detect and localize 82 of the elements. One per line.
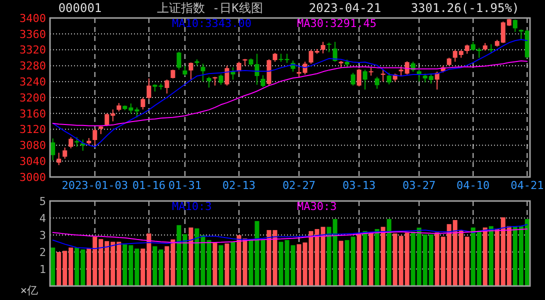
text: 000001 <box>58 1 102 15</box>
bar <box>380 226 386 286</box>
y-tick-label: 4 <box>39 212 46 225</box>
y-tick-label: 3120 <box>20 123 46 136</box>
text: 3301.26(-1.95%) <box>410 1 520 15</box>
candlestick <box>68 136 74 149</box>
y-tick-label: 3320 <box>20 44 46 57</box>
candlestick <box>326 42 332 53</box>
candlestick <box>512 19 518 32</box>
bar <box>230 242 236 286</box>
bar <box>218 245 224 286</box>
bar <box>362 231 368 286</box>
x-tick-label: 04-21 <box>510 179 544 192</box>
text: MA30:3 <box>297 200 337 213</box>
candlestick <box>200 63 206 82</box>
candlestick <box>386 72 392 85</box>
candlestick <box>146 78 152 100</box>
x-tick-label: 03-13 <box>342 179 376 192</box>
bar <box>482 228 488 286</box>
candlestick <box>374 76 380 90</box>
x-tick-label: 02-13 <box>222 179 256 192</box>
candlestick <box>224 65 230 86</box>
text: 2023-04-21 <box>308 1 382 15</box>
bar <box>224 244 230 286</box>
bar <box>356 234 362 286</box>
y-tick-label: 3160 <box>20 107 46 120</box>
candlestick <box>218 74 224 86</box>
candlestick <box>206 76 212 88</box>
bar <box>488 226 494 286</box>
y-tick-label: 5 <box>39 194 46 208</box>
y-axis-title: ×亿 <box>20 284 38 297</box>
candlestick <box>164 79 170 94</box>
y-tick-label: 3200 <box>20 91 46 104</box>
candlestick <box>464 44 470 54</box>
line-series <box>52 224 528 250</box>
bar <box>368 232 374 286</box>
x-tick-label: 02-27 <box>282 179 316 192</box>
x-tick-label: 01-16 <box>132 179 166 192</box>
y-tick-label: 3000 <box>20 170 46 184</box>
bar <box>290 245 296 286</box>
candlestick <box>182 65 188 76</box>
y-tick-label: 3040 <box>20 154 46 168</box>
candlestick <box>332 41 338 62</box>
y-tick-label: 2 <box>39 246 46 259</box>
candlestick <box>74 136 80 148</box>
x-tick-label: 03-27 <box>402 179 436 192</box>
candlestick <box>176 51 182 70</box>
bar <box>338 240 344 286</box>
y-tick-label: 3240 <box>20 75 46 88</box>
candlestick <box>230 66 236 80</box>
line-series <box>52 228 528 244</box>
candlestick <box>266 58 272 86</box>
line-series <box>52 38 528 148</box>
x-tick-label: 2023-01-03 <box>62 179 128 192</box>
candlestick <box>62 147 68 160</box>
candlestick <box>362 69 368 90</box>
y-tick-label: 3 <box>39 228 46 242</box>
candlestick <box>356 68 362 87</box>
y-tick-label: 3280 <box>20 60 46 73</box>
candlestick <box>320 41 326 54</box>
candlestick <box>236 61 242 74</box>
x-tick-label: 01-31 <box>168 179 202 192</box>
candlestick <box>350 72 356 86</box>
chart-title: 上证指数 -日K线图 <box>157 1 263 15</box>
text: MA30:3291.45 <box>297 17 376 30</box>
y-tick-label: 3080 <box>20 139 46 152</box>
y-tick-label: 3400 <box>20 12 46 25</box>
candlestick <box>92 128 98 146</box>
bar <box>212 242 218 286</box>
text: MA10:3343.00 <box>172 17 252 30</box>
candlestick <box>140 97 146 110</box>
candlestick <box>380 69 386 82</box>
candlestick <box>260 74 266 88</box>
y-tick-label: 3360 <box>20 28 46 41</box>
bar <box>374 229 380 286</box>
text: MA10:3 <box>172 200 212 213</box>
bar <box>386 219 392 286</box>
x-tick-label: 04-10 <box>456 179 490 192</box>
candlestick <box>56 152 62 166</box>
candlestick <box>188 62 194 80</box>
y-tick-label: 1 <box>39 262 46 276</box>
bar <box>188 228 194 286</box>
